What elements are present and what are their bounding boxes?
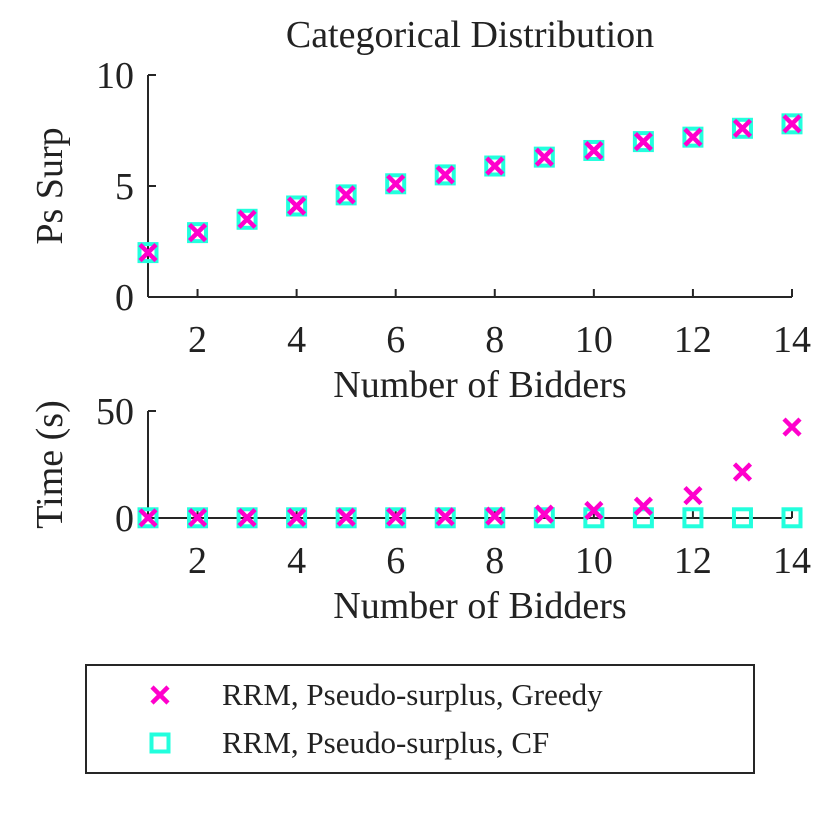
series-greedy bbox=[138, 114, 802, 263]
data-point-greedy bbox=[633, 132, 653, 152]
y-axis-label: Ps Surp bbox=[29, 127, 71, 244]
data-point-cf bbox=[583, 139, 605, 161]
data-point-greedy bbox=[237, 209, 257, 229]
data-point-greedy bbox=[485, 506, 505, 526]
chart-title: Categorical Distribution bbox=[286, 14, 654, 56]
data-point-greedy bbox=[782, 417, 802, 437]
legend-box bbox=[85, 664, 755, 774]
x-tick-label: 14 bbox=[773, 540, 811, 582]
data-point-greedy bbox=[534, 147, 554, 167]
x-tick-label: 12 bbox=[674, 540, 712, 582]
y-tick-label: 50 bbox=[96, 391, 134, 433]
data-point-greedy bbox=[782, 114, 802, 134]
data-point-greedy bbox=[633, 496, 653, 516]
data-point-cf bbox=[533, 146, 555, 168]
data-point-greedy bbox=[683, 127, 703, 147]
y-tick-label: 10 bbox=[96, 55, 134, 97]
data-point-cf bbox=[187, 507, 209, 529]
data-point-cf bbox=[434, 507, 456, 529]
x-tick-label: 4 bbox=[287, 540, 306, 582]
data-point-greedy bbox=[138, 243, 158, 263]
legend-marker-cf bbox=[149, 732, 171, 754]
legend-label: RRM, Pseudo-surplus, CF bbox=[222, 725, 549, 760]
data-point-greedy bbox=[584, 140, 604, 161]
y-tick-label: 0 bbox=[115, 498, 134, 540]
data-point-cf bbox=[682, 126, 704, 148]
data-point-cf bbox=[236, 507, 258, 529]
data-point-cf bbox=[137, 507, 159, 529]
data-point-cf bbox=[187, 222, 209, 244]
x-tick-label: 10 bbox=[575, 319, 613, 361]
data-point-cf bbox=[533, 507, 555, 529]
x-tick-label: 8 bbox=[485, 319, 504, 361]
data-point-cf bbox=[781, 113, 803, 135]
data-point-greedy bbox=[732, 462, 753, 482]
data-point-cf bbox=[335, 507, 357, 529]
x-axis-label: Number of Bidders bbox=[333, 364, 626, 406]
y-tick-label: 5 bbox=[115, 166, 134, 208]
data-point-greedy bbox=[138, 508, 158, 528]
x-tick-label: 4 bbox=[287, 319, 306, 361]
data-point-cf bbox=[385, 173, 407, 195]
data-point-greedy bbox=[732, 118, 753, 138]
data-point-greedy bbox=[534, 504, 554, 524]
data-point-greedy bbox=[386, 174, 406, 194]
data-point-cf bbox=[137, 242, 159, 264]
data-point-cf bbox=[484, 507, 506, 529]
data-point-cf bbox=[286, 507, 308, 529]
x-tick-label: 8 bbox=[485, 540, 504, 582]
data-point-cf bbox=[731, 117, 753, 139]
x-tick-label: 2 bbox=[188, 319, 207, 361]
data-point-cf bbox=[236, 208, 258, 230]
x-tick-label: 10 bbox=[575, 540, 613, 582]
series-greedy bbox=[138, 417, 802, 528]
data-point-cf bbox=[731, 507, 753, 529]
data-point-greedy bbox=[237, 507, 257, 528]
data-point-greedy bbox=[336, 507, 356, 527]
data-point-greedy bbox=[187, 223, 208, 243]
data-point-greedy bbox=[187, 507, 208, 528]
data-point-greedy bbox=[386, 507, 406, 527]
data-point-cf bbox=[632, 131, 654, 153]
series-cf bbox=[137, 113, 803, 264]
data-point-greedy bbox=[336, 185, 356, 205]
data-point-greedy bbox=[287, 507, 307, 527]
data-point-greedy bbox=[435, 165, 455, 185]
x-tick-label: 14 bbox=[773, 319, 811, 361]
x-tick-label: 12 bbox=[674, 319, 712, 361]
data-point-greedy bbox=[683, 485, 703, 506]
legend-label: RRM, Pseudo-surplus, Greedy bbox=[222, 677, 603, 712]
y-axis-label: Time (s) bbox=[29, 400, 71, 528]
x-tick-label: 6 bbox=[386, 319, 405, 361]
x-axis-label: Number of Bidders bbox=[333, 585, 626, 627]
data-point-cf bbox=[484, 155, 506, 177]
legend-marker-greedy bbox=[150, 685, 170, 705]
data-point-cf bbox=[781, 507, 803, 529]
data-point-cf bbox=[335, 184, 357, 206]
data-point-cf bbox=[434, 164, 456, 186]
data-point-greedy bbox=[485, 156, 505, 176]
data-point-cf bbox=[682, 507, 704, 529]
data-point-cf bbox=[385, 507, 407, 529]
bottom-plot: 2 4 6 8 10 12 14 0 50 Number of Bidders Time (s) bbox=[29, 391, 811, 627]
data-point-greedy bbox=[287, 196, 307, 216]
x-tick-label: 6 bbox=[386, 540, 405, 582]
legend: RRM, Pseudo-surplus, Greedy RRM, Pseudo-s… bbox=[85, 664, 755, 774]
x-tick-label: 2 bbox=[188, 540, 207, 582]
data-point-cf bbox=[286, 195, 308, 217]
data-point-greedy bbox=[435, 507, 455, 527]
data-point-greedy bbox=[584, 500, 604, 521]
y-tick-label: 0 bbox=[115, 277, 134, 319]
